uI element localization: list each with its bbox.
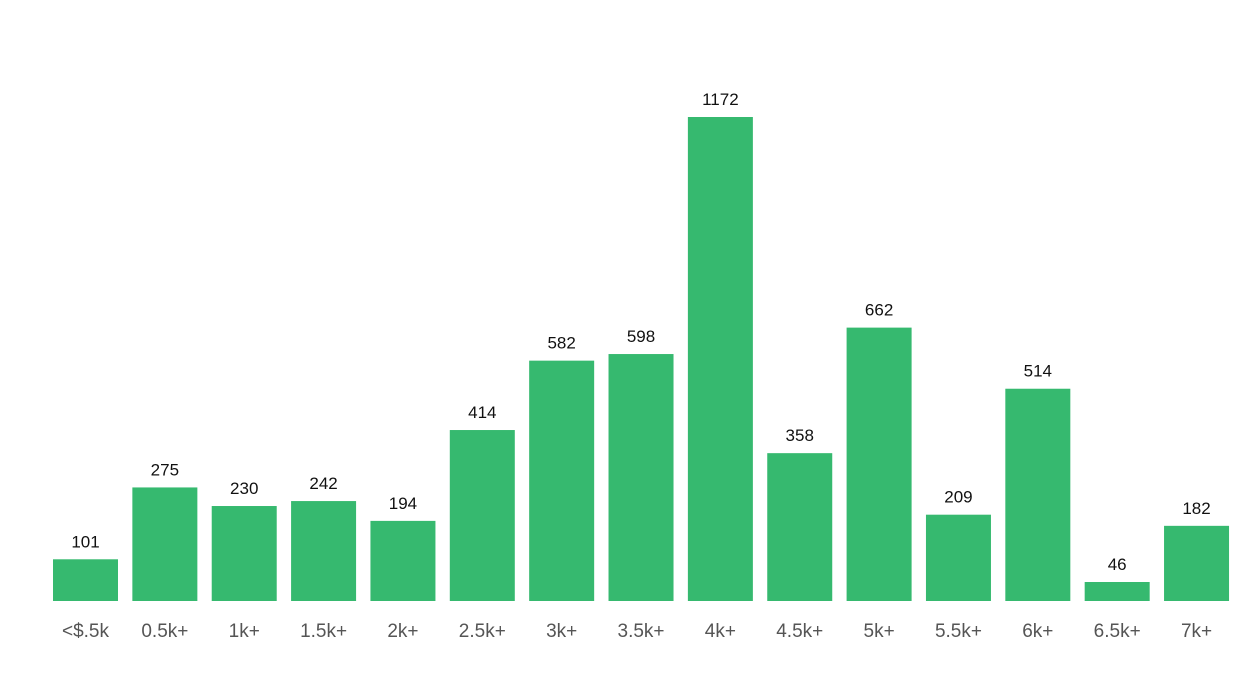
value-label: 46 [1108,555,1127,574]
bar [1005,388,1071,601]
bar [687,117,753,601]
value-label: 358 [786,426,814,445]
bar [370,520,436,601]
value-label: 1172 [702,90,739,109]
value-label: 194 [389,494,417,513]
value-label: 662 [865,301,893,320]
bar [449,430,515,601]
x-tick-label: 6k+ [1022,621,1053,642]
value-label: 514 [1024,362,1052,381]
x-tick-label: 7k+ [1181,621,1212,642]
value-label: 230 [230,479,258,498]
value-label: 101 [71,532,99,551]
value-label: 209 [944,488,972,507]
x-tick-label: 6.5k+ [1094,621,1141,642]
bar [925,514,991,601]
x-tick-label: 0.5k+ [141,621,188,642]
bar [1164,525,1230,601]
x-tick-label: 2k+ [387,621,418,642]
x-tick-label: <$.5k [62,621,110,642]
value-label: 275 [151,460,179,479]
x-tick-label: 3.5k+ [618,621,665,642]
x-tick-label: 5.5k+ [935,621,982,642]
value-label: 242 [309,474,337,493]
x-tick-label: 3k+ [546,621,577,642]
bar [767,453,833,601]
x-tick-label: 4k+ [705,621,736,642]
value-label: 598 [627,327,655,346]
value-label: 582 [547,334,575,353]
x-tick-label: 4.5k+ [776,621,823,642]
value-label: 182 [1182,499,1210,518]
x-tick-label: 2.5k+ [459,621,506,642]
x-tick-label: 1k+ [229,621,260,642]
bar [132,487,198,601]
bar [529,360,595,601]
value-label: 414 [468,403,496,422]
x-tick-label: 1.5k+ [300,621,347,642]
bar [608,354,674,601]
bar [1084,582,1150,601]
bar [211,506,277,601]
bar [291,501,357,601]
bar [846,327,912,601]
x-tick-label: 5k+ [864,621,895,642]
bar [53,559,118,601]
